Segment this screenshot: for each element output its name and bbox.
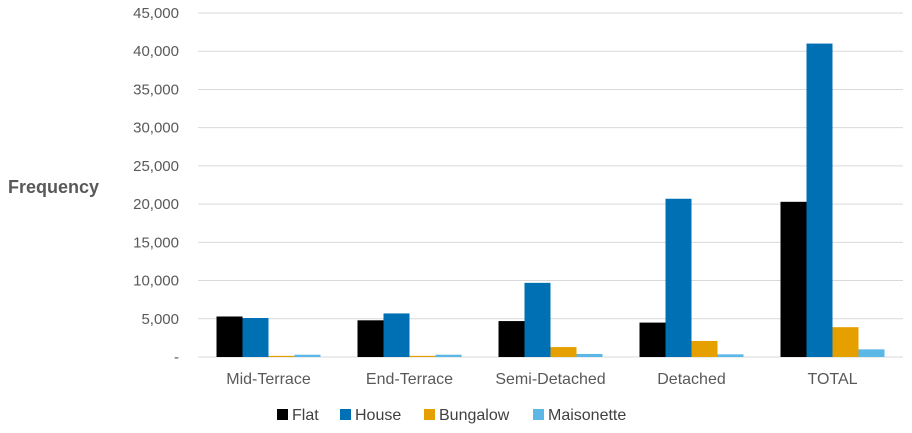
legend-swatch-maisonette — [533, 409, 544, 420]
x-category-label: Mid-Terrace — [226, 371, 311, 388]
legend: Flat House Bungalow Maisonette — [277, 407, 626, 424]
y-tick-label: 35,000 — [133, 81, 179, 98]
bar-bungalow-semi-detached — [550, 347, 577, 357]
bar-flat-total — [780, 201, 807, 357]
legend-label-flat: Flat — [292, 407, 319, 424]
bar-maisonette-semi-detached — [576, 353, 603, 357]
bar-house-semi-detached — [524, 282, 551, 357]
legend-swatch-bungalow — [424, 409, 435, 420]
legend-label-bungalow: Bungalow — [439, 407, 510, 424]
legend-swatch-flat — [277, 409, 288, 420]
bar-house-total — [806, 43, 833, 357]
bar-flat-mid-terrace — [216, 316, 243, 357]
bar-house-detached — [665, 198, 692, 357]
bar-house-mid-terrace — [242, 318, 269, 357]
y-tick-label: 40,000 — [133, 43, 179, 60]
y-tick-label: 45,000 — [133, 5, 179, 22]
bar-house-end-terrace — [383, 313, 410, 357]
y-tick-label: 30,000 — [133, 120, 179, 137]
bar-bungalow-detached — [691, 340, 718, 357]
x-axis-category-labels: Mid-Terrace End-Terrace Semi-Detached Detac… — [226, 371, 857, 388]
y-tick-label: 5,000 — [141, 311, 179, 328]
bar-maisonette-end-terrace — [435, 354, 462, 357]
bars — [216, 43, 885, 357]
bar-flat-semi-detached — [498, 321, 525, 357]
bar-maisonette-mid-terrace — [294, 354, 321, 357]
bar-maisonette-total — [858, 349, 885, 357]
bar-flat-detached — [639, 322, 666, 357]
y-tick-label: - — [174, 349, 179, 366]
y-tick-label: 10,000 — [133, 273, 179, 290]
legend-swatch-house — [340, 409, 351, 420]
y-tick-label: 20,000 — [133, 196, 179, 213]
y-axis-tick-labels: - 5,000 10,000 15,000 20,000 25,000 30,000 35,0… — [133, 5, 179, 366]
y-tick-label: 15,000 — [133, 234, 179, 251]
bar-bungalow-mid-terrace — [268, 355, 295, 357]
gridlines — [198, 12, 903, 358]
legend-label-house: House — [355, 407, 401, 424]
x-category-label: Detached — [657, 371, 726, 388]
bar-maisonette-detached — [717, 354, 744, 357]
y-tick-label: 25,000 — [133, 158, 179, 175]
y-axis-label: Frequency — [8, 177, 99, 197]
x-category-label: Semi-Detached — [495, 371, 605, 388]
x-category-label: End-Terrace — [366, 371, 453, 388]
legend-label-maisonette: Maisonette — [548, 407, 626, 424]
bar-bungalow-end-terrace — [409, 355, 436, 357]
bar-bungalow-total — [832, 327, 859, 357]
x-category-label: TOTAL — [807, 371, 857, 388]
bar-flat-end-terrace — [357, 320, 384, 357]
